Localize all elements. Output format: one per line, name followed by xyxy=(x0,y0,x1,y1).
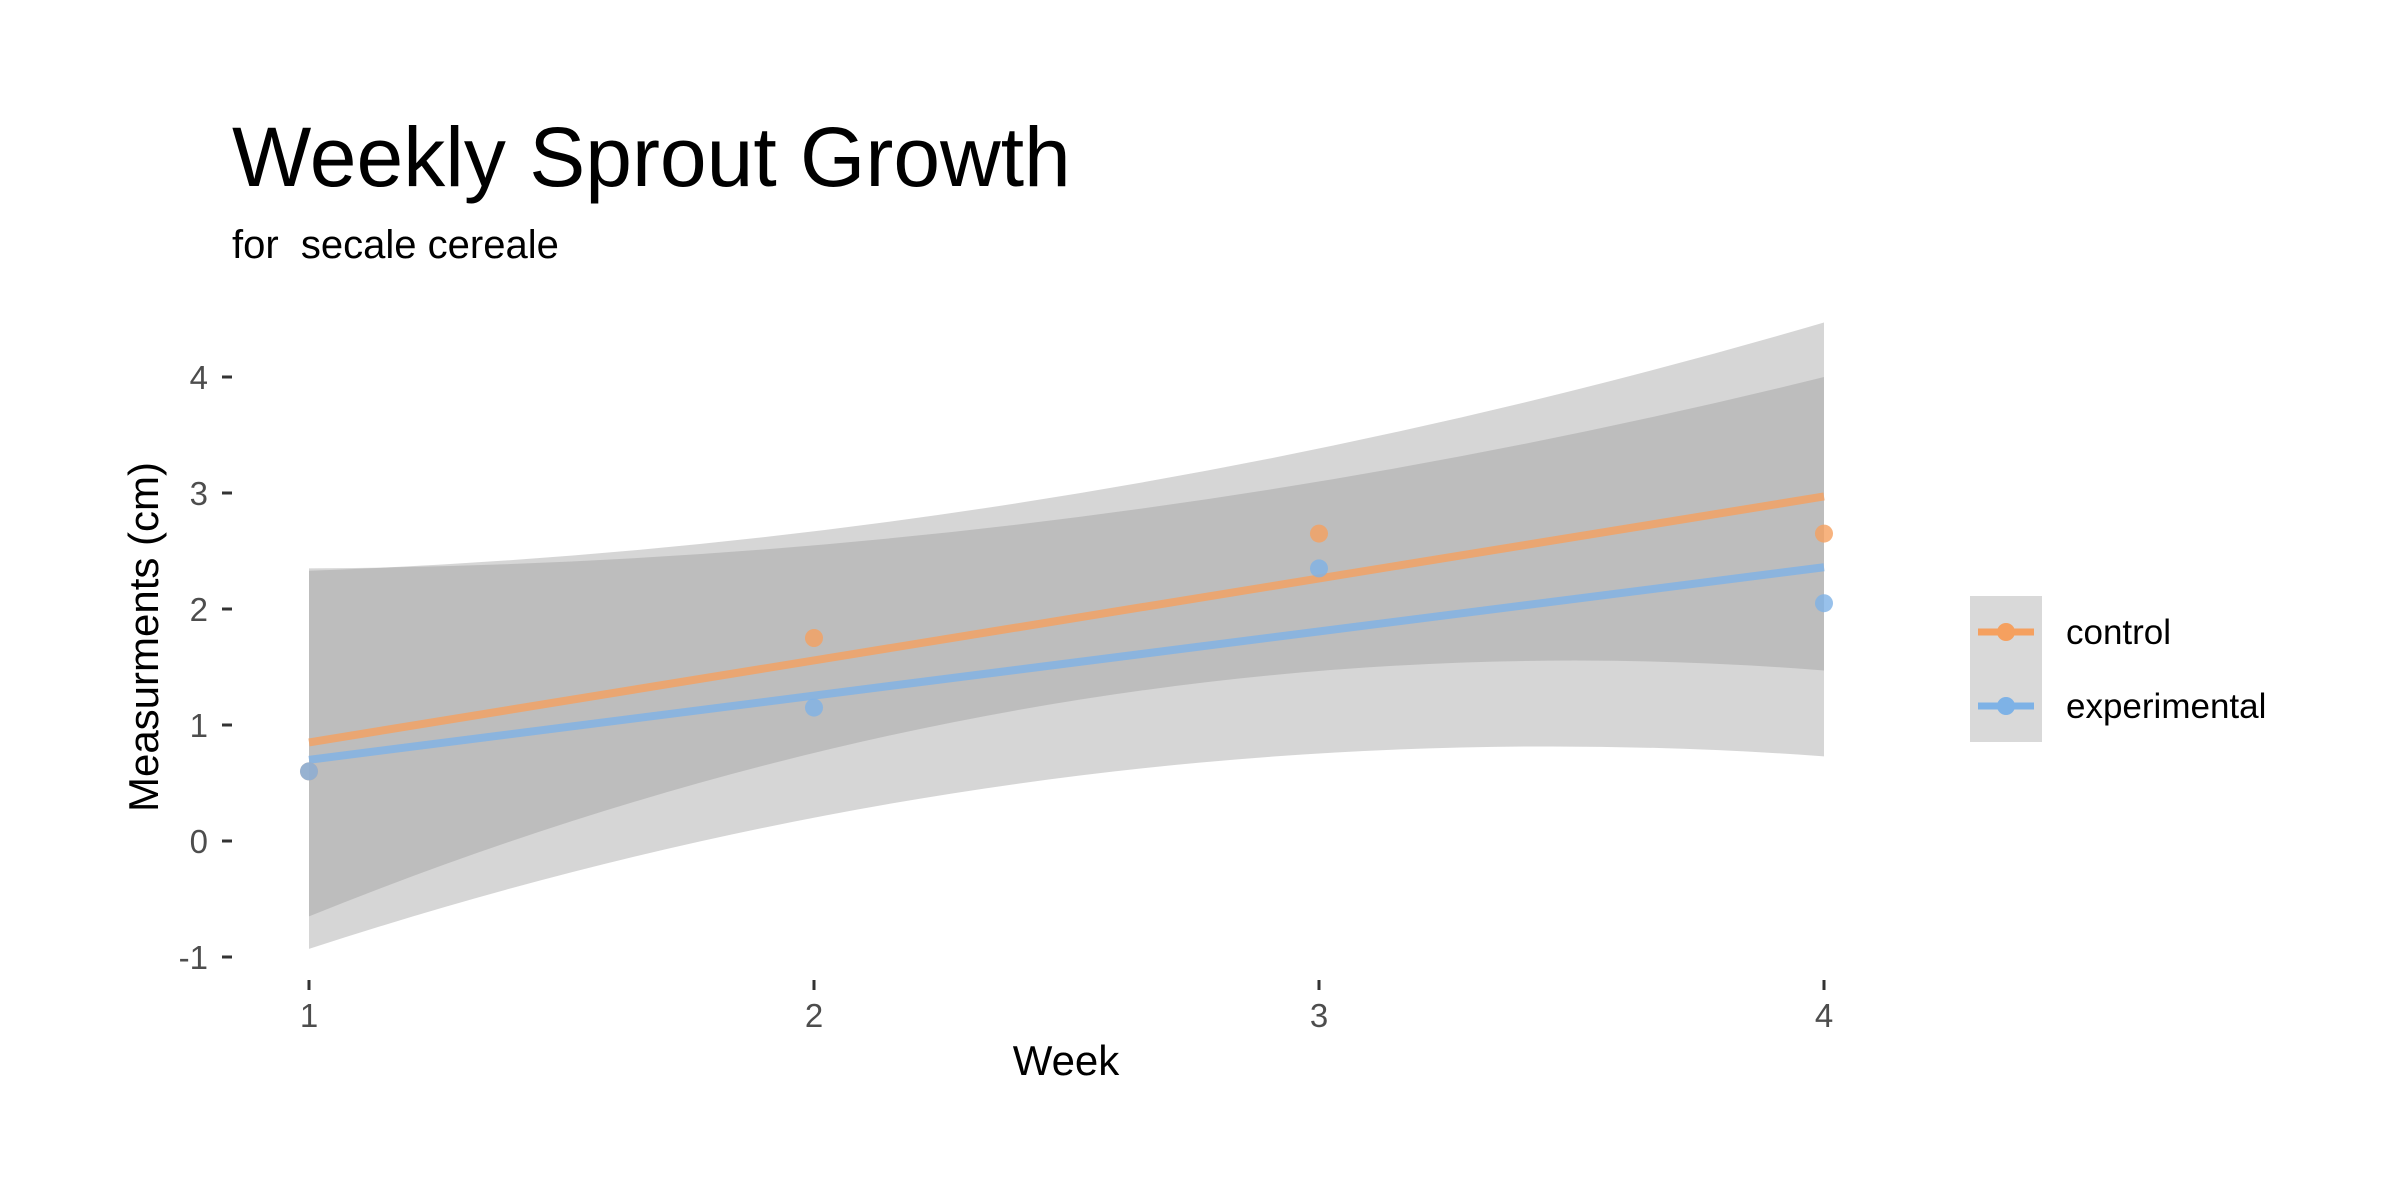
legend-item-control: control xyxy=(1978,613,2171,652)
data-point-experimental-week-2 xyxy=(805,698,823,717)
x-axis: 1 2 3 4 xyxy=(300,980,1833,1034)
x-tick-label: 4 xyxy=(1815,997,1833,1034)
fit-line-experimental xyxy=(308,563,1825,764)
chart-title: Weekly Sprout Growth xyxy=(232,110,1071,204)
y-tick-label: 1 xyxy=(190,707,208,744)
legend-key-background xyxy=(1970,596,2042,742)
fit-lines xyxy=(308,492,1825,764)
y-axis-title: Measurments (cm) xyxy=(120,462,167,812)
x-tick-label: 2 xyxy=(805,997,823,1034)
x-tick-label: 3 xyxy=(1310,997,1328,1034)
data-point-control-week-3 xyxy=(1310,524,1328,543)
confidence-band-experimental xyxy=(309,322,1824,949)
data-point-control-week-4 xyxy=(1815,524,1833,543)
legend-label-control: control xyxy=(2066,613,2171,652)
legend-key-point xyxy=(1997,623,2015,641)
fit-line-control xyxy=(308,492,1825,747)
y-axis: -1 0 1 2 3 4 xyxy=(179,359,232,976)
y-tick-label: -1 xyxy=(179,939,208,976)
legend-label-experimental: experimental xyxy=(2066,687,2266,726)
chart-subtitle: for secale cereale xyxy=(232,223,559,267)
data-point-control-week-2 xyxy=(805,629,823,647)
y-tick-label: 0 xyxy=(190,823,208,860)
legend: control experimental xyxy=(1970,596,2266,742)
y-tick-label: 4 xyxy=(190,359,208,396)
data-points xyxy=(300,524,1833,781)
legend-item-experimental: experimental xyxy=(1978,687,2266,726)
confidence-bands xyxy=(309,322,1824,949)
data-point-experimental-week-3 xyxy=(1310,559,1328,578)
legend-key-point xyxy=(1997,697,2015,715)
y-tick-label: 3 xyxy=(190,475,208,512)
data-point-experimental-week-1 xyxy=(300,762,318,781)
x-tick-label: 1 xyxy=(300,997,318,1034)
x-axis-title: Week xyxy=(1013,1037,1121,1084)
confidence-band-control xyxy=(309,377,1824,917)
data-point-experimental-week-4 xyxy=(1815,594,1833,613)
y-tick-label: 2 xyxy=(190,591,208,628)
